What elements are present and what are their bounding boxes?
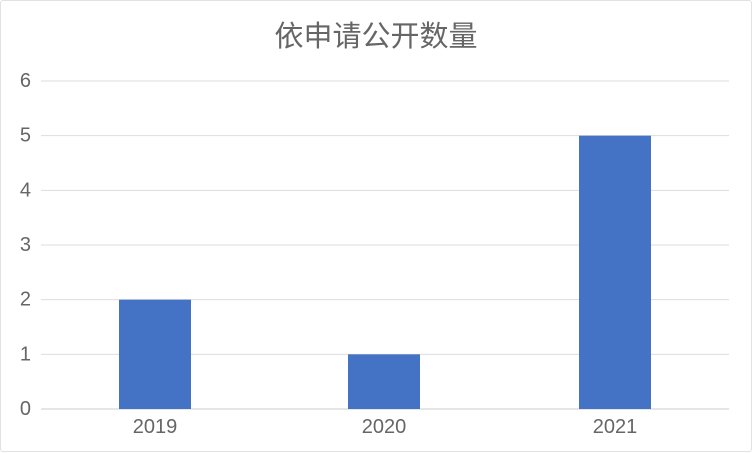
svg-text:1: 1 xyxy=(20,343,31,365)
svg-text:5: 5 xyxy=(20,125,31,147)
svg-text:4: 4 xyxy=(20,179,31,201)
svg-text:3: 3 xyxy=(20,234,31,256)
svg-text:2020: 2020 xyxy=(362,416,407,438)
svg-text:6: 6 xyxy=(20,70,31,92)
svg-text:2: 2 xyxy=(20,289,31,311)
svg-text:0: 0 xyxy=(20,398,31,420)
svg-text:2019: 2019 xyxy=(133,416,178,438)
svg-text:2021: 2021 xyxy=(593,416,638,438)
